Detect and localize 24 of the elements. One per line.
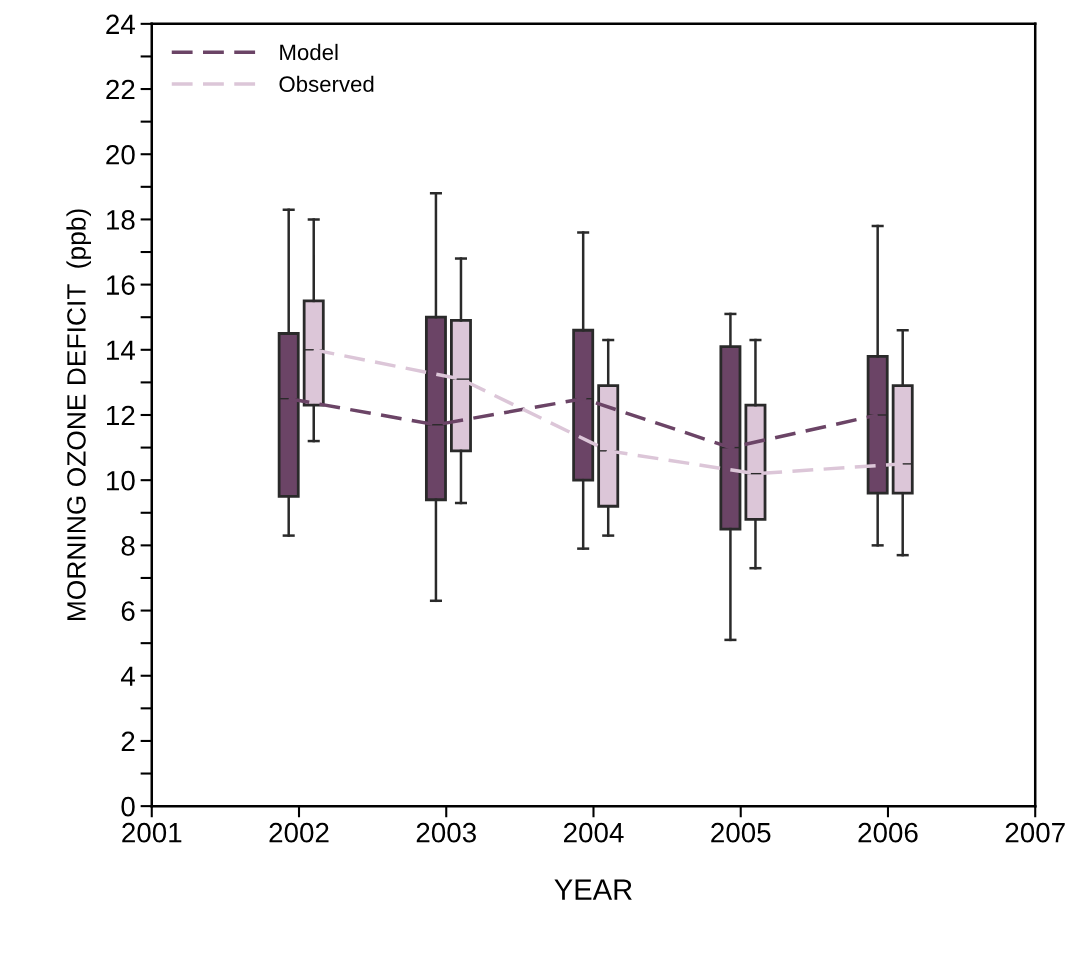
x-tick-label: 2007 [1005,822,1065,843]
legend-label: Observed [279,75,374,92]
x-tick-label: 2003 [416,822,476,843]
x-tick-label: 2006 [858,822,918,843]
x-axis-title: YEAR [554,879,632,900]
x-tick-label: 2002 [269,822,329,843]
y-tick-label: 8 [121,536,135,556]
y-tick-label: 0 [121,796,135,817]
y-tick-label: 12 [107,405,135,426]
y-tick-label: 18 [107,210,135,230]
y-tick-label: 14 [107,340,135,360]
x-tick-label: 2005 [711,822,771,843]
x-tick-label: 2004 [563,822,624,843]
y-tick-label: 16 [107,275,135,295]
y-tick-label: 6 [121,601,135,621]
x-tick-label: 2001 [122,822,182,843]
y-tick-label: 2 [121,731,135,752]
y-tick-label: 10 [107,470,135,491]
y-tick-label: 20 [106,144,135,165]
y-tick-label: 24 [106,14,135,34]
y-tick-label: 4 [120,666,135,686]
legend-label: Model [280,43,338,61]
y-tick-label: 22 [106,79,135,100]
y-axis-title: MORNING OZONE DEFICIT (ppb) [66,209,91,621]
